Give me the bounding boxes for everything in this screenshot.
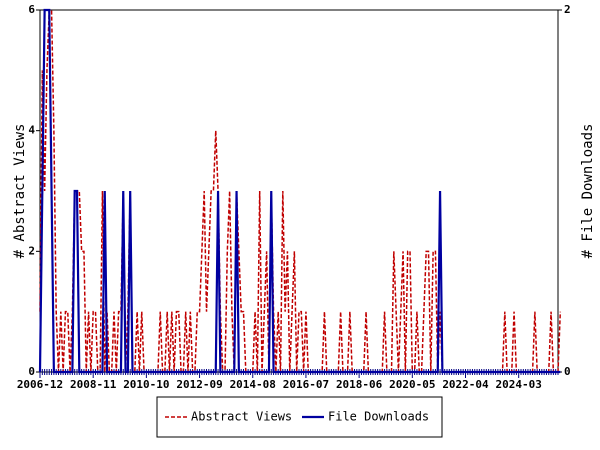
y-tick-label: 4 [28, 124, 35, 137]
x-tick-label: 2016-07 [283, 378, 329, 391]
y2-tick-label: 0 [564, 365, 571, 378]
legend-box [156, 396, 443, 438]
x-tick-label: 2014-08 [230, 378, 276, 391]
y-tick-label: 2 [28, 244, 35, 257]
x-tick-label: 2012-09 [176, 378, 222, 391]
series-line [38, 8, 561, 374]
y-axis-title: # Abstract Views [12, 124, 28, 259]
x-tick-label: 2018-06 [336, 378, 383, 391]
x-tick-label: 2020-05 [389, 378, 435, 391]
x-tick-label: 2024-03 [496, 378, 542, 391]
y-tick-label: 6 [28, 3, 35, 16]
x-tick-label: 2022-04 [442, 378, 489, 391]
legend-label: File Downloads [328, 410, 429, 424]
series-line [39, 9, 562, 373]
legend-label: Abstract Views [191, 410, 292, 424]
x-tick-label: 2008-11 [70, 378, 117, 391]
x-tick-label: 2006-12 [17, 378, 63, 391]
y-tick-label: 0 [28, 365, 35, 378]
y2-axis-title: # File Downloads [580, 124, 596, 259]
x-tick-label: 2010-10 [123, 378, 169, 391]
y2-tick-label: 2 [564, 3, 571, 16]
